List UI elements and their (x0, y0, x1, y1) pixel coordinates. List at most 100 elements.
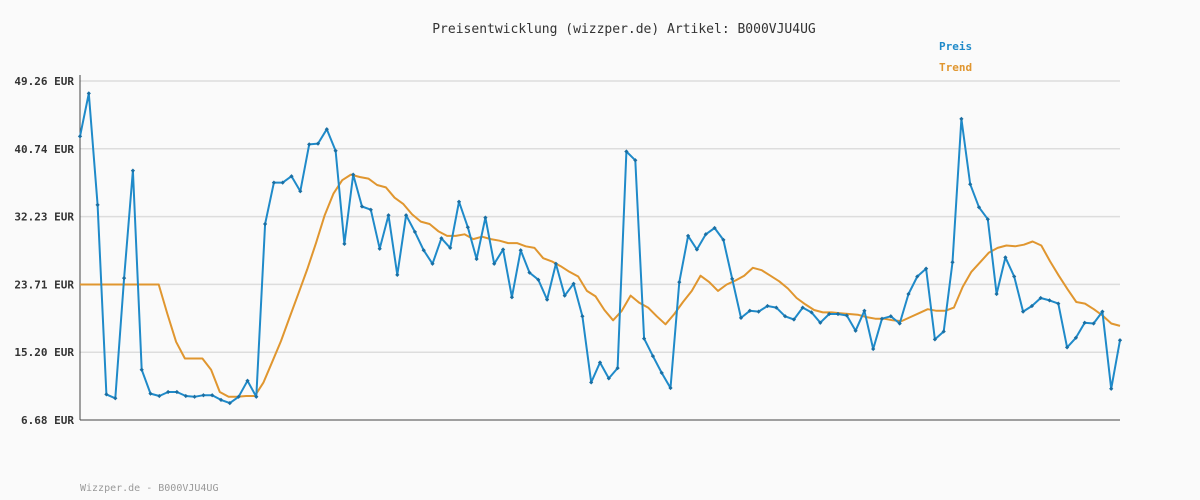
data-point (262, 221, 268, 227)
data-point (668, 385, 673, 391)
data-point (1038, 295, 1043, 301)
data-point (121, 275, 127, 281)
data-point (395, 272, 400, 278)
data-point (280, 180, 285, 185)
data-point (589, 380, 594, 385)
data-point (809, 310, 814, 315)
data-point (192, 394, 197, 399)
y-tick-label: 32.23 EUR (14, 211, 74, 224)
data-point (597, 360, 603, 365)
y-tick-label: 40.74 EUR (14, 143, 74, 156)
data-point (879, 316, 885, 321)
data-point (289, 174, 294, 179)
data-point (835, 311, 841, 317)
data-point (897, 321, 902, 326)
data-point (518, 248, 523, 253)
y-axis-ticks: 49.26 EUR 40.74 EUR 32.23 EUR 23.71 EUR 15.2… (14, 75, 74, 427)
data-point (571, 281, 576, 286)
data-point (871, 346, 876, 352)
data-point (1100, 309, 1105, 314)
data-point (1047, 298, 1052, 303)
data-point (165, 389, 171, 395)
y-tick-label: 15.20 EUR (14, 346, 74, 359)
data-point (492, 261, 497, 266)
data-point (1064, 345, 1070, 350)
data-point (544, 297, 550, 302)
data-point (703, 232, 708, 237)
data-point (694, 247, 700, 252)
data-point (86, 91, 91, 96)
data-point (77, 134, 83, 139)
data-point (148, 391, 153, 396)
data-point (421, 248, 426, 253)
data-point (95, 202, 100, 208)
data-point (386, 213, 391, 218)
data-point (448, 245, 453, 251)
grid-lines (80, 80, 1120, 353)
data-point (677, 279, 682, 285)
data-point (730, 276, 735, 282)
data-point (1056, 301, 1061, 306)
data-point (888, 314, 893, 319)
data-point (1117, 338, 1123, 343)
data-point (959, 116, 964, 122)
data-point (659, 370, 664, 376)
data-point (500, 247, 506, 252)
data-point (509, 295, 515, 300)
data-point (985, 217, 990, 222)
data-point (747, 308, 752, 313)
data-point (174, 389, 180, 395)
data-point (403, 213, 409, 218)
data-point (976, 205, 982, 210)
data-point (271, 180, 277, 185)
data-point (800, 305, 805, 310)
data-point (827, 311, 832, 317)
data-point (932, 337, 938, 342)
data-point (333, 148, 338, 153)
data-point (536, 277, 541, 282)
data-point (950, 260, 955, 265)
data-point (721, 237, 726, 243)
data-point (245, 378, 250, 383)
data-point (738, 315, 744, 321)
data-point (359, 204, 365, 209)
data-point (1020, 309, 1026, 314)
data-point (968, 182, 973, 187)
data-point (315, 141, 321, 146)
data-point (456, 199, 462, 204)
data-point (685, 233, 691, 239)
data-point (430, 261, 435, 266)
data-point (139, 367, 144, 372)
data-point (298, 189, 303, 194)
data-point (412, 229, 418, 235)
data-point (527, 270, 532, 275)
data-point (210, 393, 215, 398)
data-point (853, 328, 858, 333)
data-point (624, 149, 629, 154)
chart-title: Preisentwicklung (wizzper.de) Artikel: B… (432, 22, 816, 37)
data-point (218, 397, 224, 403)
data-point (307, 142, 312, 147)
data-point (1029, 303, 1035, 309)
data-point (844, 313, 849, 318)
data-point (130, 168, 136, 173)
series-lines (77, 91, 1123, 406)
data-point (377, 246, 382, 251)
data-point (474, 256, 479, 262)
data-point (915, 274, 920, 279)
data-point (1082, 320, 1087, 325)
data-point (774, 305, 779, 310)
data-point (862, 308, 867, 313)
data-point (641, 336, 647, 341)
data-point (580, 314, 585, 319)
data-point (254, 394, 259, 399)
data-point (1109, 386, 1114, 391)
data-point (553, 261, 559, 266)
legend-preis: Preis (939, 40, 972, 53)
data-point (1073, 335, 1079, 340)
data-point (712, 225, 717, 231)
data-point (201, 393, 206, 398)
data-point (606, 376, 611, 381)
data-point (650, 353, 656, 359)
